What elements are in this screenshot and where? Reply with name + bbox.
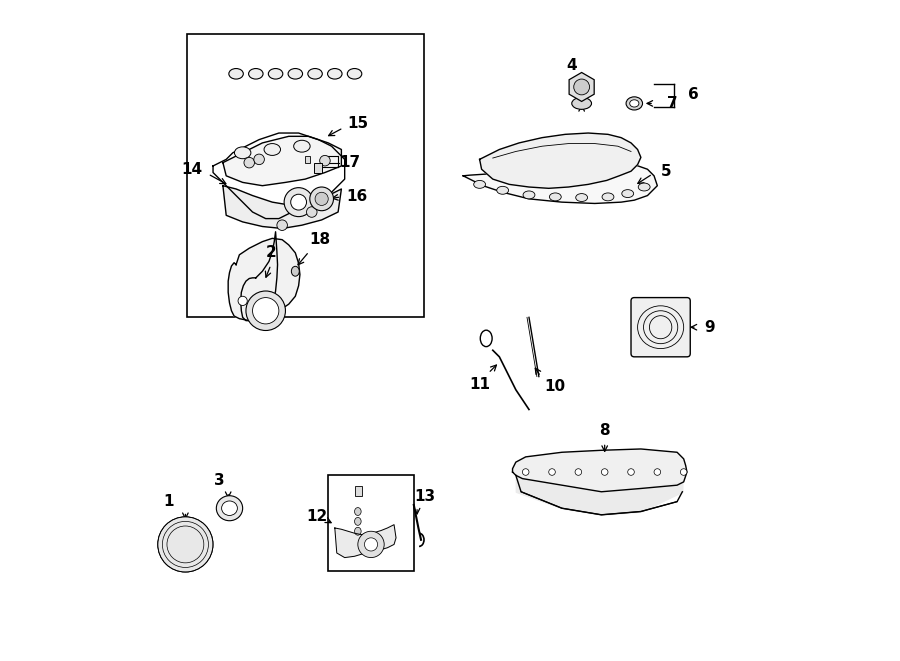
Text: 14: 14 xyxy=(182,162,202,176)
Ellipse shape xyxy=(602,193,614,201)
Ellipse shape xyxy=(288,69,302,79)
Circle shape xyxy=(253,297,279,324)
Text: 11: 11 xyxy=(469,377,491,392)
Ellipse shape xyxy=(497,186,508,194)
Ellipse shape xyxy=(355,508,361,516)
Circle shape xyxy=(238,296,248,305)
Ellipse shape xyxy=(293,140,310,152)
FancyBboxPatch shape xyxy=(631,297,690,357)
Text: 2: 2 xyxy=(266,245,276,260)
Text: 10: 10 xyxy=(544,379,566,394)
Ellipse shape xyxy=(473,180,485,188)
Ellipse shape xyxy=(576,194,588,202)
Text: 3: 3 xyxy=(214,473,225,488)
Polygon shape xyxy=(335,525,396,558)
Text: 15: 15 xyxy=(347,116,368,131)
Ellipse shape xyxy=(638,183,650,191)
Polygon shape xyxy=(512,449,687,492)
Polygon shape xyxy=(229,239,300,321)
Bar xyxy=(186,34,424,317)
Text: 5: 5 xyxy=(661,164,671,178)
Circle shape xyxy=(246,291,285,330)
Ellipse shape xyxy=(626,97,643,110)
Ellipse shape xyxy=(268,69,283,79)
Ellipse shape xyxy=(308,69,322,79)
Ellipse shape xyxy=(347,69,362,79)
Ellipse shape xyxy=(264,143,281,155)
Circle shape xyxy=(254,154,265,165)
Text: 8: 8 xyxy=(599,423,610,438)
Text: 18: 18 xyxy=(309,232,330,247)
Ellipse shape xyxy=(630,100,639,107)
Bar xyxy=(355,486,363,496)
Ellipse shape xyxy=(221,501,238,516)
Ellipse shape xyxy=(216,496,243,521)
Ellipse shape xyxy=(572,97,591,109)
Ellipse shape xyxy=(234,147,251,159)
Bar xyxy=(314,163,321,173)
Circle shape xyxy=(307,207,317,217)
Ellipse shape xyxy=(248,69,263,79)
Circle shape xyxy=(549,469,555,475)
Text: 17: 17 xyxy=(339,155,361,170)
Polygon shape xyxy=(223,136,341,186)
Text: 6: 6 xyxy=(688,87,699,102)
Ellipse shape xyxy=(229,69,243,79)
Bar xyxy=(328,475,414,570)
Circle shape xyxy=(320,155,330,166)
Text: 16: 16 xyxy=(346,190,367,204)
Circle shape xyxy=(315,192,328,206)
Text: 7: 7 xyxy=(667,96,678,111)
Circle shape xyxy=(364,538,378,551)
Ellipse shape xyxy=(622,190,634,198)
Text: 12: 12 xyxy=(306,508,328,524)
Circle shape xyxy=(284,188,313,217)
Ellipse shape xyxy=(549,193,562,201)
Bar xyxy=(305,156,310,163)
Circle shape xyxy=(358,531,384,558)
Circle shape xyxy=(310,187,334,211)
Circle shape xyxy=(627,469,634,475)
Circle shape xyxy=(244,157,255,168)
Circle shape xyxy=(654,469,661,475)
Circle shape xyxy=(573,79,590,95)
Circle shape xyxy=(575,469,581,475)
Text: 9: 9 xyxy=(705,320,716,334)
Circle shape xyxy=(291,194,307,210)
Circle shape xyxy=(522,469,529,475)
Circle shape xyxy=(680,469,687,475)
Polygon shape xyxy=(464,159,657,204)
Polygon shape xyxy=(223,186,341,229)
Circle shape xyxy=(174,533,197,557)
Text: 4: 4 xyxy=(566,58,577,73)
Ellipse shape xyxy=(328,69,342,79)
Ellipse shape xyxy=(292,266,300,276)
Circle shape xyxy=(277,220,287,231)
Text: 13: 13 xyxy=(414,489,436,504)
Polygon shape xyxy=(480,133,641,188)
Circle shape xyxy=(601,469,608,475)
Circle shape xyxy=(165,524,206,565)
Circle shape xyxy=(179,538,192,551)
Circle shape xyxy=(158,517,213,572)
Ellipse shape xyxy=(355,518,361,525)
Text: 1: 1 xyxy=(163,494,174,509)
Ellipse shape xyxy=(355,527,361,535)
Ellipse shape xyxy=(523,191,535,199)
